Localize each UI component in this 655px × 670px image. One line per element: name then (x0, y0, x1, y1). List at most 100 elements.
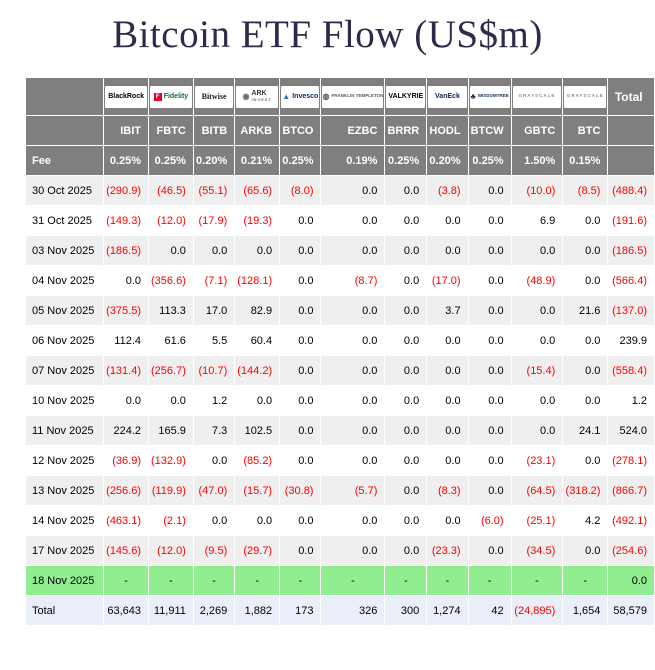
fee-btc: 0.15% (562, 145, 609, 176)
value-cell: 0.0 (320, 445, 386, 476)
value-cell: 0.0 (384, 535, 428, 566)
total-column-header: Total (607, 77, 655, 116)
ticker-row-blank (24, 115, 105, 146)
value-cell: 113.3 (148, 295, 194, 326)
value-cell: 5.5 (192, 325, 236, 356)
ticker-ezbc: EZBC (320, 115, 386, 146)
ark-invest-logo: ◉ ARK INVEST (236, 85, 279, 108)
total-value-cell: 58,579 (607, 595, 655, 626)
value-cell: 0.0 (426, 235, 469, 266)
table-row: 18 Nov 2025- - - - - - - - - - -0.0 (24, 565, 655, 596)
page: Bitcoin ETF Flow (US$m) BlackRock F Fideli… (0, 12, 655, 670)
total-row: Total 63,643 11,911 2,269 1,882 173 326 300 1,27… (24, 595, 655, 626)
value-cell: (23.3) (426, 535, 469, 566)
table-row: 10 Nov 2025 0.0 0.0 1.2 0.0 0.0 0.0 0.0 0.0 0.0 0.… (24, 385, 655, 416)
value-cell: 0.0 (320, 295, 386, 326)
table-row: 30 Oct 2025 (290.9) (46.5) (55.1) (65.6) (8.0… (24, 175, 655, 206)
value-cell: 0.0 (320, 205, 386, 236)
value-cell: 224.2 (103, 415, 150, 446)
value-cell: 0.0 (103, 265, 150, 296)
value-cell: - (320, 565, 386, 596)
date-cell: 11 Nov 2025 (24, 415, 105, 446)
value-cell: 0.0 (192, 445, 236, 476)
value-cell: (23.1) (510, 445, 564, 476)
ticker-fbtc: FBTC (148, 115, 194, 146)
value-cell: (36.9) (103, 445, 150, 476)
value-cell: 61.6 (148, 325, 194, 356)
logo-cell-bitwise: Bitwise (192, 77, 236, 116)
fee-gbtc: 1.50% (510, 145, 564, 176)
total-value-cell: 11,911 (148, 595, 194, 626)
table-row: 13 Nov 2025 (256.6) (119.9) (47.0) (15.7) (30… (24, 475, 655, 506)
value-cell: 0.0 (384, 505, 428, 536)
value-cell: 0.0 (384, 205, 428, 236)
fee-brrr: 0.25% (384, 145, 428, 176)
value-cell: 0.0 (510, 295, 564, 326)
value-cell: 0.0 (320, 355, 386, 386)
invesco-icon: ▲ (282, 91, 291, 101)
date-cell: 12 Nov 2025 (24, 445, 105, 476)
ticker-ibit: IBIT (103, 115, 150, 146)
value-cell: 17.0 (192, 295, 236, 326)
value-cell: 0.0 (426, 385, 469, 416)
value-cell: (15.7) (234, 475, 281, 506)
ticker-btcw: BTCW (467, 115, 512, 146)
fee-btcw: 0.25% (467, 145, 512, 176)
date-cell: 04 Nov 2025 (24, 265, 105, 296)
ark-invest-logo-stack: ARK INVEST (251, 90, 271, 102)
logo-cell-invesco: ▲ Invesco (279, 77, 322, 116)
date-cell: 14 Nov 2025 (24, 505, 105, 536)
value-cell: (8.5) (562, 175, 609, 206)
value-cell: 0.0 (148, 385, 194, 416)
corner-cell (24, 77, 105, 116)
value-cell: 0.0 (279, 445, 322, 476)
value-cell: 0.0 (279, 265, 322, 296)
table-row: 04 Nov 2025 0.0 (356.6) (7.1) (128.1) 0.0 (8.7… (24, 265, 655, 296)
value-cell: 0.0 (607, 565, 655, 596)
total-value-cell: 63,643 (103, 595, 150, 626)
total-value-cell: 42 (467, 595, 512, 626)
value-cell: 0.0 (467, 205, 512, 236)
value-cell: 82.9 (234, 295, 281, 326)
fee-fbtc: 0.25% (148, 145, 194, 176)
fee-bitb: 0.20% (192, 145, 236, 176)
page-title: Bitcoin ETF Flow (US$m) (112, 13, 543, 56)
vaneck-logo: VanEck (428, 85, 467, 108)
value-cell: 0.0 (510, 385, 564, 416)
wisdomtree-logo: ♣ WISDOMTREE (469, 85, 510, 108)
value-cell: 0.0 (320, 535, 386, 566)
value-cell: (492.1) (607, 505, 655, 536)
value-cell: 24.1 (562, 415, 609, 446)
fee-ezbc: 0.19% (320, 145, 386, 176)
bitwise-logo-text: Bitwise (201, 91, 227, 101)
value-cell: 0.0 (384, 175, 428, 206)
value-cell: (186.5) (607, 235, 655, 266)
logo-cell-valkyrie: VALKYRIE (384, 77, 428, 116)
value-cell: 0.0 (426, 415, 469, 446)
value-cell: (254.6) (607, 535, 655, 566)
value-cell: 524.0 (607, 415, 655, 446)
table-body: 30 Oct 2025 (290.9) (46.5) (55.1) (65.6) (8.0… (24, 175, 655, 626)
value-cell: 0.0 (192, 505, 236, 536)
logo-cell-franklin-templeton: ◍ FRANKLIN TEMPLETON (320, 77, 386, 116)
fee-ibit: 0.25% (103, 145, 150, 176)
ticker-btco: BTCO (279, 115, 322, 146)
value-cell: (2.1) (148, 505, 194, 536)
value-cell: 102.5 (234, 415, 281, 446)
blackrock-logo: BlackRock (105, 85, 148, 108)
value-cell: (10.7) (192, 355, 236, 386)
value-cell: 60.4 (234, 325, 281, 356)
logo-cell-blackrock: BlackRock (103, 77, 150, 116)
value-cell: (558.4) (607, 355, 655, 386)
fee-hodl: 0.20% (426, 145, 469, 176)
value-cell: - (562, 565, 609, 596)
value-cell: (488.4) (607, 175, 655, 206)
value-cell: (10.0) (510, 175, 564, 206)
etf-flow-table: BlackRock F Fidelity Bitwise ◉ ARK INVEST ▲ Inve… (24, 77, 655, 626)
value-cell: (25.1) (510, 505, 564, 536)
value-cell: 0.0 (279, 205, 322, 236)
total-value-cell: 1,274 (426, 595, 469, 626)
value-cell: (144.2) (234, 355, 281, 386)
value-cell: 0.0 (467, 355, 512, 386)
value-cell: - (148, 565, 194, 596)
